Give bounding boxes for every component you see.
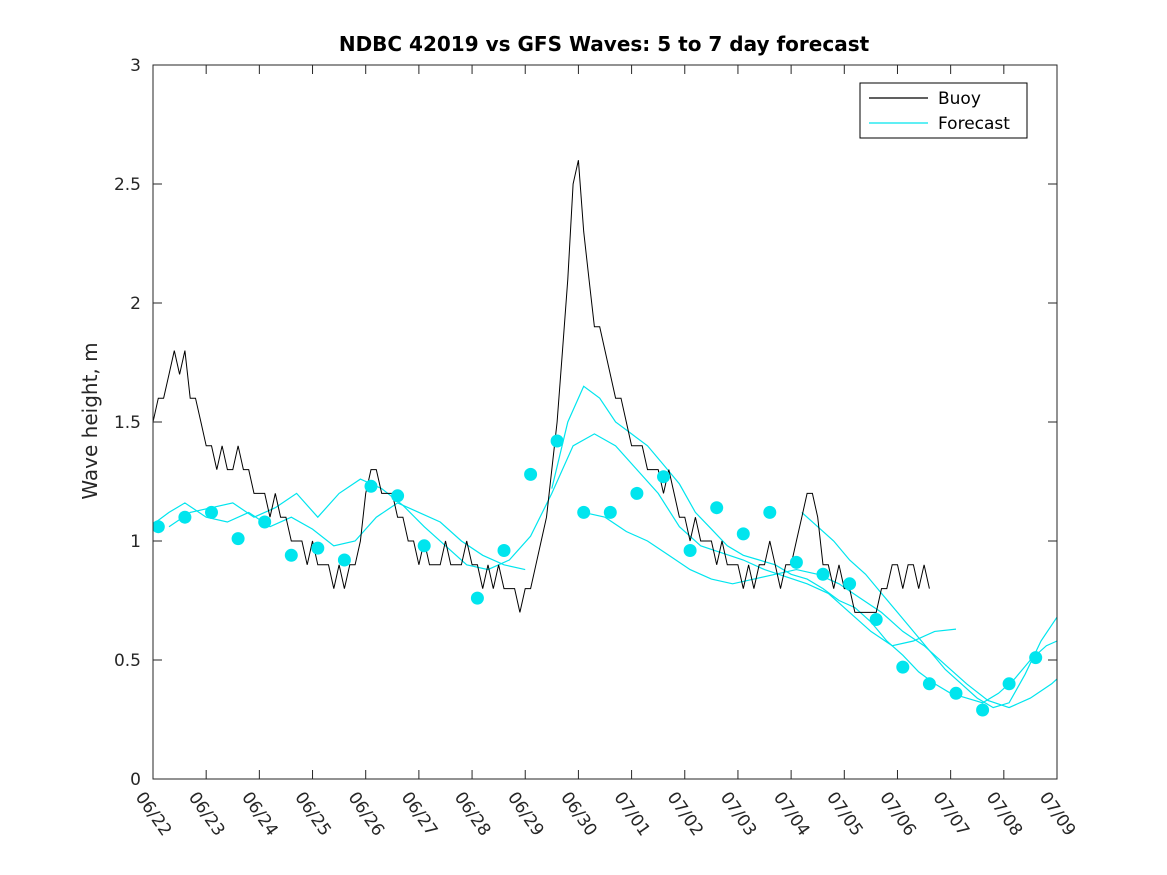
forecast-marker-14	[524, 467, 538, 481]
forecast-marker-20	[683, 544, 697, 557]
forecast-marker-13	[497, 544, 511, 557]
forecast-marker-26	[843, 577, 857, 591]
forecast-marker-15	[550, 434, 564, 448]
forecast-line-5	[801, 511, 1057, 709]
forecast-marker-27	[869, 613, 883, 626]
forecast-marker-21	[710, 501, 724, 515]
forecast-marker-3	[205, 505, 218, 519]
forecast-marker-7	[311, 541, 325, 555]
forecast-marker-10	[391, 489, 405, 503]
y-axis-label: Wave height, m	[78, 342, 102, 499]
forecast-marker-28	[896, 660, 910, 674]
forecast-marker-18	[630, 486, 644, 500]
forecast-marker-30	[949, 686, 963, 700]
legend: Buoy Forecast	[859, 82, 1028, 139]
forecast-line-3	[551, 385, 1057, 704]
y-tick-label-1: 0.5	[114, 651, 141, 671]
forecast-marker-32	[1002, 677, 1016, 691]
y-tick-label-4: 2	[130, 294, 141, 314]
forecast-marker-25	[816, 567, 830, 581]
forecast-marker-24	[789, 555, 803, 569]
forecast-marker-17	[603, 505, 617, 519]
legend-label-forecast: Forecast	[938, 114, 1010, 134]
forecast-marker-31	[976, 703, 990, 717]
forecast-marker-23	[763, 505, 777, 519]
forecast-marker-16	[577, 505, 591, 519]
forecast-marker-12	[470, 591, 484, 605]
forecast-marker-11	[417, 539, 431, 553]
forecast-marker-4	[231, 532, 245, 546]
legend-box	[859, 82, 1028, 139]
forecast-line-4	[583, 511, 1057, 709]
forecast-marker-2	[178, 510, 192, 524]
forecast-marker-5	[258, 515, 272, 529]
y-tick-label-6: 3	[130, 56, 141, 76]
forecast-marker-22	[736, 527, 750, 541]
forecast-marker-9	[364, 479, 378, 493]
forecast-marker-6	[284, 548, 298, 562]
forecast-marker-1	[153, 520, 165, 534]
y-tick-label-5: 2.5	[114, 175, 141, 195]
forecast-line-1	[153, 502, 526, 571]
y-tick-label-3: 1.5	[114, 413, 141, 433]
forecast-marker-19	[657, 470, 670, 484]
chart-title: NDBC 42019 vs GFS Waves: 5 to 7 day fore…	[339, 32, 870, 56]
y-tick-label-2: 1	[130, 532, 141, 552]
forecast-marker-29	[922, 677, 936, 691]
y-tick-label-0: 0	[130, 770, 141, 790]
buoy-line	[153, 160, 930, 613]
forecast-marker-33	[1029, 651, 1043, 665]
forecast-line-2	[168, 433, 957, 647]
forecast-marker-8	[337, 553, 351, 567]
legend-label-buoy: Buoy	[938, 89, 981, 109]
